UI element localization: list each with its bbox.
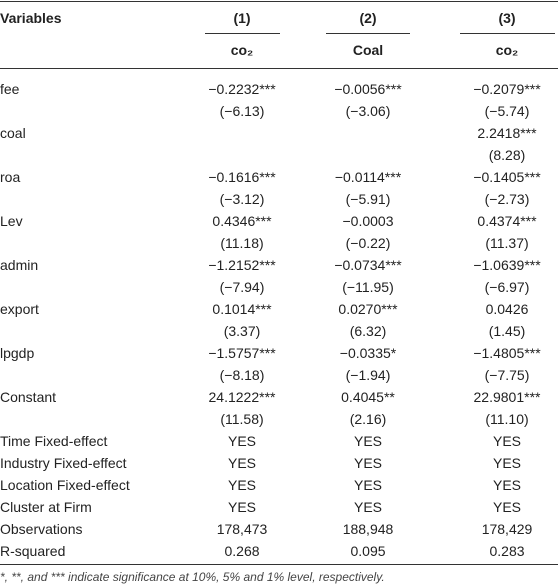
cell: 0.4374*** — [477, 213, 537, 229]
row-label: coal — [0, 125, 26, 141]
col-rule — [326, 33, 410, 34]
cell: (8.28) — [488, 147, 526, 163]
cell: −0.0114*** — [334, 169, 402, 185]
cell: (2.16) — [349, 411, 387, 427]
cell: −1.2152*** — [208, 257, 276, 273]
cell: 0.283 — [489, 543, 525, 559]
cell: −1.5757*** — [208, 345, 276, 361]
col-rule — [460, 33, 555, 34]
cell: −0.0734*** — [334, 257, 402, 273]
cell: YES — [353, 433, 383, 449]
cell: (−3.06) — [345, 103, 391, 119]
cell: −0.0056*** — [334, 81, 402, 97]
cell: (−11.95) — [342, 279, 394, 295]
cell: (11.58) — [220, 411, 264, 427]
cell: (−8.18) — [219, 367, 265, 383]
cell: −1.0639*** — [473, 257, 541, 273]
cell: YES — [353, 499, 383, 515]
row-label: Observations — [0, 521, 83, 537]
cell: −0.2232*** — [208, 81, 276, 97]
cell: (−7.94) — [219, 279, 265, 295]
cell: −0.1616*** — [208, 169, 276, 185]
cell: YES — [492, 477, 522, 493]
cell: YES — [227, 455, 257, 471]
cell: 178,429 — [481, 521, 533, 537]
cell: (−7.75) — [484, 367, 530, 383]
col-rule — [205, 33, 280, 34]
cell: −1.4805*** — [473, 345, 541, 361]
cell: (−3.12) — [219, 191, 265, 207]
cell: −0.2079*** — [473, 81, 541, 97]
cell: YES — [227, 477, 257, 493]
cell: 0.1014*** — [212, 301, 272, 317]
cell: 2.2418*** — [477, 125, 537, 141]
cell: YES — [353, 455, 383, 471]
cell: YES — [227, 433, 257, 449]
row-label: fee — [0, 81, 20, 97]
column-header: (3) — [498, 10, 516, 26]
row-header: Variables — [0, 10, 62, 26]
row-label: R-squared — [0, 543, 66, 559]
cell: 0.0426 — [485, 301, 529, 317]
cell: (3.37) — [223, 323, 261, 339]
cell: (11.10) — [485, 411, 529, 427]
column-header: (2) — [359, 10, 377, 26]
cell: 0.0270*** — [338, 301, 398, 317]
cell: (11.18) — [220, 235, 264, 251]
cell: 0.095 — [350, 543, 386, 559]
cell: 0.4045** — [341, 389, 395, 405]
cell: YES — [492, 433, 522, 449]
cell: (−6.13) — [219, 103, 265, 119]
cell: YES — [492, 455, 522, 471]
cell: (−1.94) — [345, 367, 391, 383]
row-label: Cluster at Firm — [0, 499, 92, 515]
cell: (1.45) — [488, 323, 526, 339]
cell: YES — [227, 499, 257, 515]
cell: (−5.74) — [484, 103, 530, 119]
cell: (−5.91) — [345, 191, 391, 207]
row-label: Industry Fixed-effect — [0, 455, 127, 471]
cell: −0.0003 — [342, 213, 394, 229]
cell: 178,473 — [216, 521, 268, 537]
row-label: roa — [0, 169, 21, 185]
cell: 0.268 — [224, 543, 260, 559]
column-subheader: Coal — [352, 42, 384, 58]
cell: YES — [492, 499, 522, 515]
header-rule — [0, 68, 558, 69]
cell: 188,948 — [342, 521, 394, 537]
row-label: Location Fixed-effect — [0, 477, 130, 493]
cell: (−2.73) — [484, 191, 530, 207]
row-label: Time Fixed-effect — [0, 433, 108, 449]
row-label: lpgdp — [0, 345, 35, 361]
top-rule — [0, 1, 558, 2]
row-label: Constant — [0, 389, 57, 405]
column-header: (1) — [233, 10, 251, 26]
cell: −0.0335* — [339, 345, 397, 361]
column-subheader: co₂ — [230, 42, 254, 58]
footnote: *, **, and *** indicate significance at … — [0, 570, 385, 584]
cell: −0.1405*** — [473, 169, 541, 185]
row-label: Lev — [0, 213, 23, 229]
cell: 22.9801*** — [473, 389, 541, 405]
row-label: admin — [0, 257, 39, 273]
row-label: export — [0, 301, 39, 317]
cell: (−6.97) — [484, 279, 530, 295]
cell: (6.32) — [349, 323, 387, 339]
cell: 0.4346*** — [212, 213, 272, 229]
cell: YES — [353, 477, 383, 493]
cell: (−0.22) — [345, 235, 391, 251]
cell: 24.1222*** — [208, 389, 276, 405]
bottom-rule — [0, 564, 558, 565]
cell: (11.37) — [485, 235, 529, 251]
column-subheader: co₂ — [495, 42, 519, 58]
